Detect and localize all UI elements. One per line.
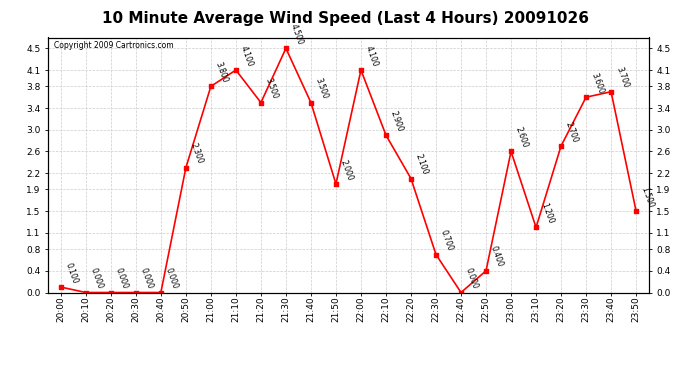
Point bbox=[230, 67, 241, 73]
Text: Copyright 2009 Cartronics.com: Copyright 2009 Cartronics.com bbox=[55, 41, 174, 50]
Point bbox=[431, 252, 442, 258]
Point bbox=[480, 268, 491, 274]
Text: 4.500: 4.500 bbox=[289, 22, 305, 46]
Point bbox=[555, 143, 566, 149]
Text: 1.200: 1.200 bbox=[539, 202, 555, 225]
Text: 2.100: 2.100 bbox=[414, 153, 430, 176]
Text: 4.100: 4.100 bbox=[364, 44, 380, 68]
Point bbox=[55, 284, 66, 290]
Text: 2.300: 2.300 bbox=[189, 142, 205, 165]
Point bbox=[406, 176, 417, 181]
Text: 2.900: 2.900 bbox=[389, 110, 405, 133]
Point bbox=[130, 290, 141, 296]
Point bbox=[255, 100, 266, 106]
Point bbox=[331, 181, 342, 187]
Text: 3.600: 3.600 bbox=[589, 71, 605, 95]
Text: 10 Minute Average Wind Speed (Last 4 Hours) 20091026: 10 Minute Average Wind Speed (Last 4 Hou… bbox=[101, 11, 589, 26]
Text: 2.000: 2.000 bbox=[339, 158, 355, 182]
Point bbox=[180, 165, 191, 171]
Text: 0.700: 0.700 bbox=[439, 229, 455, 252]
Point bbox=[155, 290, 166, 296]
Text: 0.400: 0.400 bbox=[489, 245, 505, 268]
Point bbox=[280, 45, 291, 51]
Text: 3.500: 3.500 bbox=[314, 77, 330, 101]
Text: 0.000: 0.000 bbox=[464, 267, 480, 290]
Point bbox=[355, 67, 366, 73]
Text: 2.600: 2.600 bbox=[514, 126, 530, 149]
Text: 0.000: 0.000 bbox=[89, 267, 105, 290]
Point bbox=[106, 290, 117, 296]
Point bbox=[531, 224, 542, 230]
Point bbox=[206, 83, 217, 89]
Text: 0.000: 0.000 bbox=[139, 267, 155, 290]
Point bbox=[506, 148, 517, 154]
Text: 2.700: 2.700 bbox=[564, 120, 580, 144]
Point bbox=[306, 100, 317, 106]
Text: 3.500: 3.500 bbox=[264, 77, 280, 101]
Text: 1.500: 1.500 bbox=[639, 185, 655, 209]
Text: 3.800: 3.800 bbox=[214, 61, 230, 84]
Text: 4.100: 4.100 bbox=[239, 44, 255, 68]
Text: 0.100: 0.100 bbox=[63, 261, 80, 285]
Point bbox=[631, 208, 642, 214]
Point bbox=[380, 132, 391, 138]
Point bbox=[455, 290, 466, 296]
Point bbox=[606, 89, 617, 95]
Text: 3.700: 3.700 bbox=[614, 66, 630, 90]
Point bbox=[580, 94, 591, 100]
Text: 0.000: 0.000 bbox=[114, 267, 130, 290]
Point bbox=[80, 290, 91, 296]
Text: 0.000: 0.000 bbox=[164, 267, 180, 290]
